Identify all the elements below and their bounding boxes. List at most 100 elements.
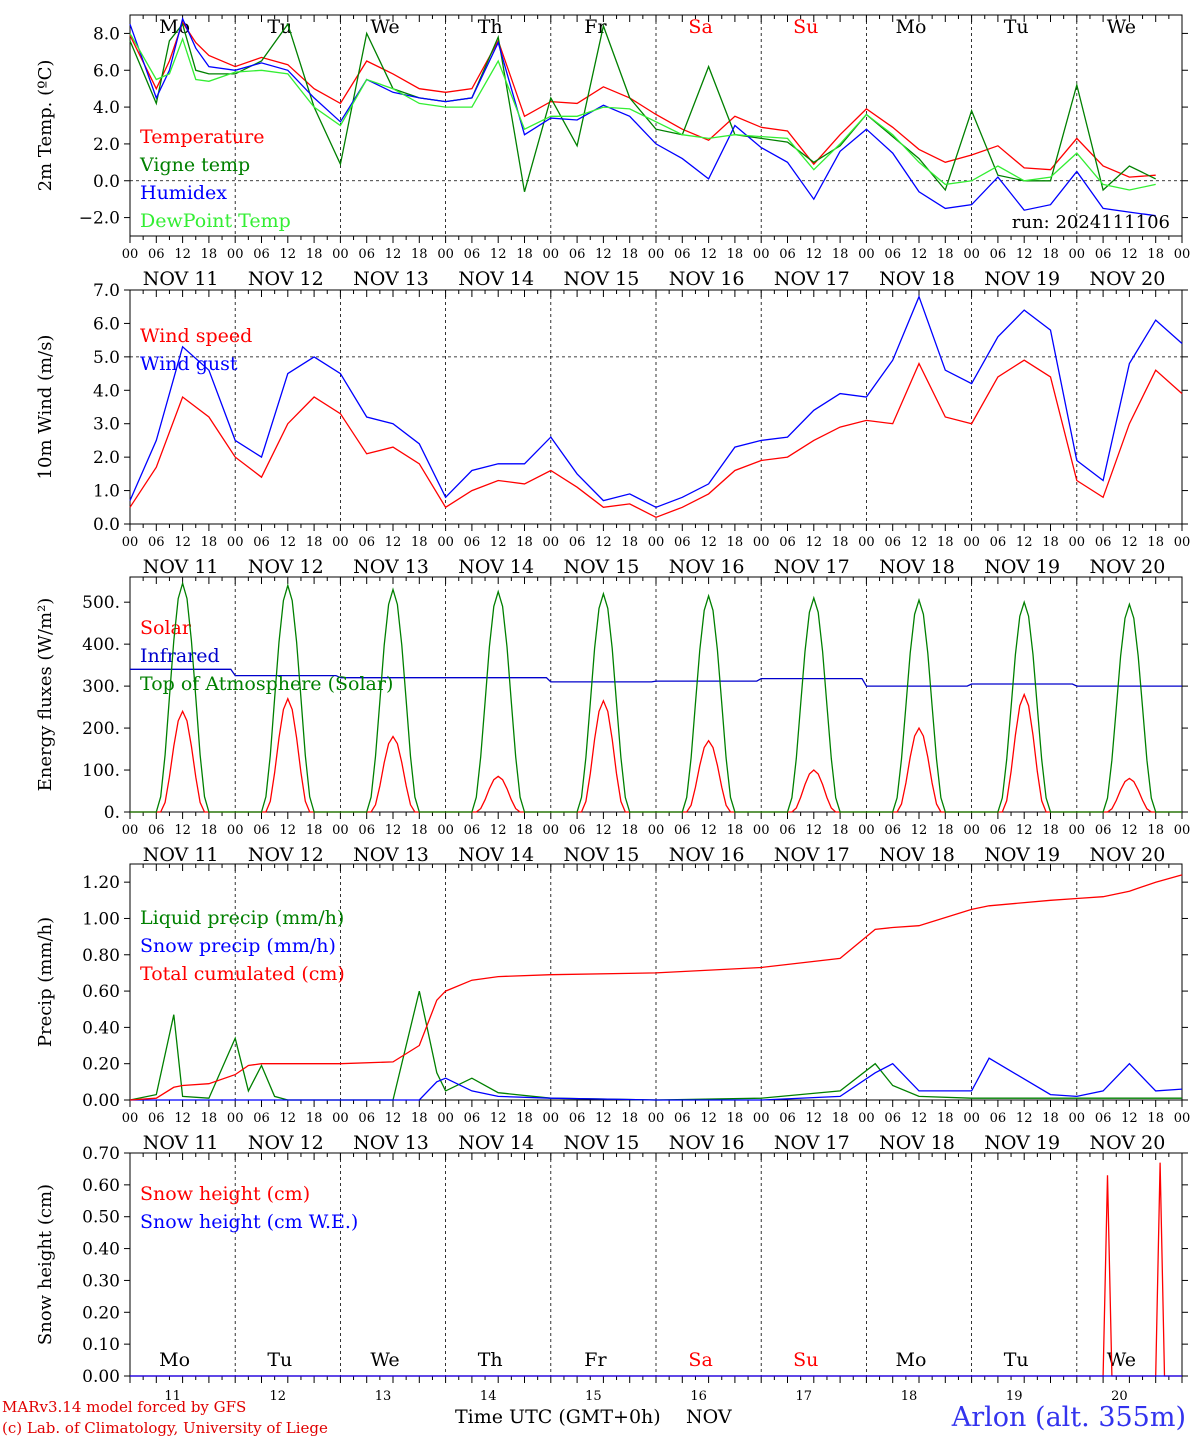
x-hour-label: 18 (516, 247, 533, 262)
x-hour-label: 18 (832, 823, 849, 838)
x-hour-label: 18 (621, 1111, 638, 1126)
x-hour-label: 00 (1174, 247, 1191, 262)
x-hour-label: 06 (464, 247, 481, 262)
x-hour-label: 12 (280, 1111, 297, 1126)
x-day-number: 19 (1006, 1389, 1023, 1404)
y-tick-label: 1.20 (82, 873, 120, 893)
x-date-label: NOV 20 (1089, 268, 1165, 290)
x-hour-label: 00 (648, 535, 665, 550)
day-of-week-label: We (1107, 16, 1136, 38)
x-hour-label: 12 (1121, 1111, 1138, 1126)
x-day-number: 18 (901, 1389, 918, 1404)
x-hour-label: 06 (464, 535, 481, 550)
day-of-week-label: Th (478, 1349, 503, 1371)
y-tick-label: 300. (82, 677, 120, 697)
x-date-label: NOV 13 (353, 844, 429, 866)
x-hour-label: 18 (727, 823, 744, 838)
x-hour-label: 06 (884, 247, 901, 262)
x-date-label: NOV 16 (669, 268, 745, 290)
x-hour-label: 12 (595, 1111, 612, 1126)
x-date-label: NOV 12 (248, 844, 324, 866)
y-tick-label: 500. (82, 593, 120, 613)
y-tick-label: 0.80 (82, 946, 120, 966)
x-hour-label: 18 (306, 823, 323, 838)
x-hour-label: 06 (148, 1111, 165, 1126)
legend-entry: Total cumulated (cm) (140, 963, 345, 985)
x-hour-label: 00 (437, 1111, 454, 1126)
x-hour-label: 18 (516, 1111, 533, 1126)
x-hour-label: 06 (990, 823, 1007, 838)
x-day-number: 11 (164, 1389, 181, 1404)
series-line-vigne-temp (129, 22, 1156, 192)
x-day-number: 16 (690, 1389, 707, 1404)
y-tick-label: 0.50 (82, 1208, 120, 1228)
x-date-label: NOV 18 (879, 1132, 955, 1154)
y-tick-label: 200. (82, 719, 120, 739)
y-tick-label: −2.0 (79, 209, 120, 229)
x-hour-label: 18 (727, 1111, 744, 1126)
x-hour-label: 18 (411, 823, 428, 838)
x-hour-label: 18 (621, 247, 638, 262)
x-hour-label: 18 (832, 535, 849, 550)
x-hour-label: 06 (779, 823, 796, 838)
x-hour-label: 00 (648, 1111, 665, 1126)
day-of-week-label: Tu (1004, 1349, 1029, 1371)
legend-entry: Snow height (cm) (140, 1183, 310, 1205)
day-of-week-label: We (370, 1349, 399, 1371)
x-date-label: NOV 15 (563, 268, 639, 290)
day-of-week-label: Mo (896, 1349, 927, 1371)
x-day-number: 15 (585, 1389, 602, 1404)
x-hour-label: 18 (1042, 823, 1059, 838)
x-hour-label: 18 (937, 823, 954, 838)
x-date-label: NOV 20 (1089, 844, 1165, 866)
x-hour-label: 18 (1147, 1111, 1164, 1126)
x-date-label: NOV 17 (774, 556, 850, 578)
x-hour-label: 18 (516, 823, 533, 838)
x-date-label: NOV 16 (669, 844, 745, 866)
x-hour-label: 12 (911, 1111, 928, 1126)
x-date-label: NOV 14 (458, 268, 534, 290)
x-hour-label: 18 (832, 1111, 849, 1126)
x-hour-label: 00 (1174, 535, 1191, 550)
day-of-week-label: Tu (1004, 16, 1029, 38)
series-line-humidex (129, 16, 1156, 217)
y-tick-label: 2.0 (93, 448, 120, 468)
series-line-snow-precip-mm-h- (130, 1057, 1183, 1101)
y-tick-label: 0.00 (82, 1367, 120, 1387)
x-hour-label: 12 (700, 247, 717, 262)
x-hour-label: 06 (358, 247, 375, 262)
x-hour-label: 12 (806, 247, 823, 262)
y-tick-label: 3.0 (93, 415, 120, 435)
x-day-number: 14 (480, 1389, 497, 1404)
x-hour-label: 12 (595, 535, 612, 550)
x-hour-label: 00 (1174, 823, 1191, 838)
x-hour-label: 06 (1095, 535, 1112, 550)
x-date-label: NOV 18 (879, 268, 955, 290)
x-hour-label: 12 (174, 823, 191, 838)
x-hour-label: 06 (253, 1111, 270, 1126)
x-hour-label: 06 (358, 823, 375, 838)
legend-entry: Snow precip (mm/h) (140, 935, 336, 957)
x-hour-label: 12 (700, 535, 717, 550)
x-hour-label: 00 (963, 823, 980, 838)
x-date-label: NOV 17 (774, 844, 850, 866)
y-tick-label: 4.0 (93, 381, 120, 401)
x-date-label: NOV 13 (353, 556, 429, 578)
x-hour-label: 00 (332, 247, 349, 262)
x-date-label: NOV 19 (984, 1132, 1060, 1154)
day-of-week-label: Tu (267, 1349, 292, 1371)
x-hour-label: 18 (727, 247, 744, 262)
y-axis-label: Energy fluxes (W/m²) (35, 598, 56, 792)
x-hour-label: 06 (990, 535, 1007, 550)
y-tick-label: 8.0 (93, 24, 120, 44)
legend-entry: Temperature (140, 126, 264, 148)
x-hour-label: 12 (385, 823, 402, 838)
x-hour-label: 00 (753, 247, 770, 262)
x-hour-label: 00 (543, 1111, 560, 1126)
y-axis-label: 10m Wind (m/s) (35, 335, 56, 480)
x-hour-label: 18 (1147, 247, 1164, 262)
y-tick-label: 0.60 (82, 1176, 120, 1196)
x-hour-label: 12 (1016, 535, 1033, 550)
y-tick-label: 6.0 (93, 314, 120, 334)
x-hour-label: 00 (437, 823, 454, 838)
